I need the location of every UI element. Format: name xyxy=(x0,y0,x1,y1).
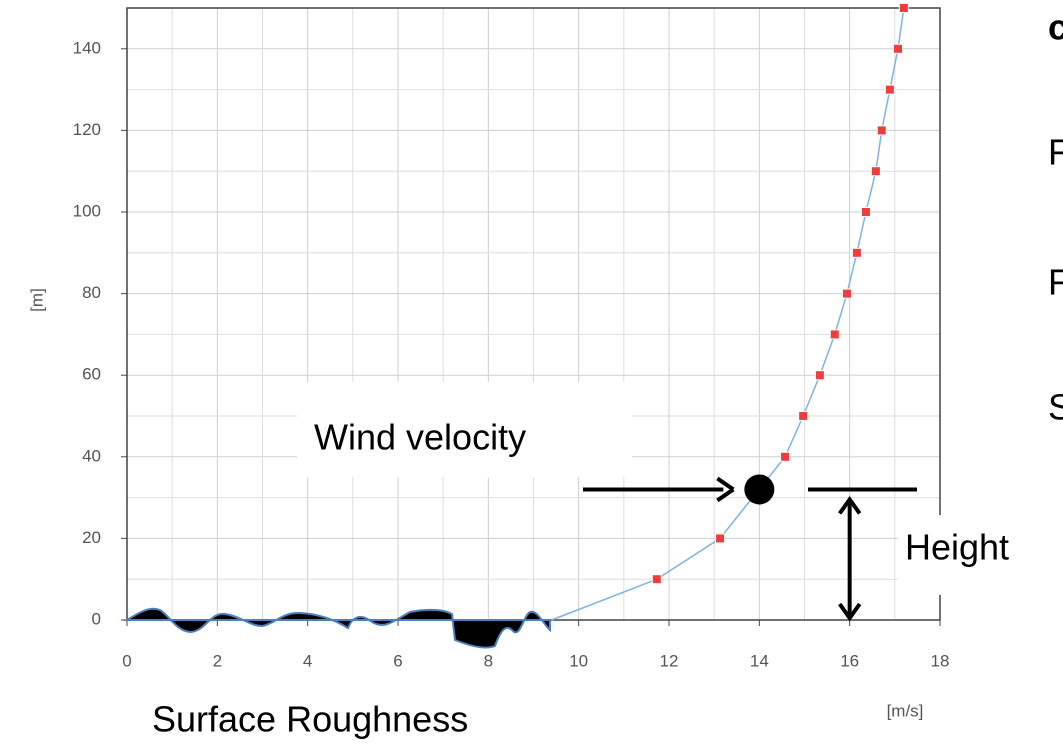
marker xyxy=(814,370,825,381)
arrow-head xyxy=(838,495,862,622)
height-label: Height xyxy=(905,527,1009,568)
y-tick-label: 120 xyxy=(73,120,101,139)
marker xyxy=(841,288,852,299)
x-tick-label: 12 xyxy=(660,651,679,670)
side-label: c xyxy=(1048,7,1063,48)
marker xyxy=(651,574,662,585)
roughness-label: Surface Roughness xyxy=(152,699,468,740)
marker xyxy=(798,411,809,421)
profile-line xyxy=(656,7,905,580)
x-tick-label: 10 xyxy=(569,651,588,670)
y-tick-label: 20 xyxy=(82,528,101,547)
marker xyxy=(876,125,887,136)
side-label: F xyxy=(1048,262,1063,303)
y-tick-label: 100 xyxy=(73,201,101,220)
side-label: F xyxy=(1048,132,1063,173)
y-tick-label: 80 xyxy=(82,283,101,302)
marker xyxy=(851,247,862,258)
y-axis-label: [m] xyxy=(27,288,46,312)
side-label: S xyxy=(1048,387,1063,428)
x-tick-label: 2 xyxy=(213,651,222,670)
surface-roughness xyxy=(123,607,551,649)
profile-start xyxy=(551,578,658,621)
x-tick-label: 6 xyxy=(393,651,402,670)
point-marker xyxy=(744,474,775,505)
y-tick-label: 60 xyxy=(82,365,101,384)
marker xyxy=(860,207,871,217)
y-tick-label: 140 xyxy=(73,38,101,57)
x-tick-label: 18 xyxy=(931,651,950,670)
label-bg xyxy=(297,382,632,477)
marker xyxy=(870,166,881,177)
marker xyxy=(884,84,895,95)
marker xyxy=(898,3,909,13)
x-tick-label: 16 xyxy=(840,651,859,670)
x-tick-label: 8 xyxy=(484,651,493,670)
x-tick-label: 0 xyxy=(122,651,131,670)
marker xyxy=(892,43,903,54)
arrow-head xyxy=(716,476,735,503)
marker xyxy=(780,451,791,462)
x-tick-label: 4 xyxy=(303,651,312,670)
x-axis-label: [m/s] xyxy=(887,701,924,720)
label-bg xyxy=(898,515,942,595)
marker xyxy=(715,533,726,544)
y-tick-label: 40 xyxy=(82,446,101,465)
y-tick-label: 0 xyxy=(92,609,101,628)
marker xyxy=(829,329,840,340)
point-label: Wind velocity xyxy=(314,417,526,458)
x-tick-label: 14 xyxy=(750,651,769,670)
